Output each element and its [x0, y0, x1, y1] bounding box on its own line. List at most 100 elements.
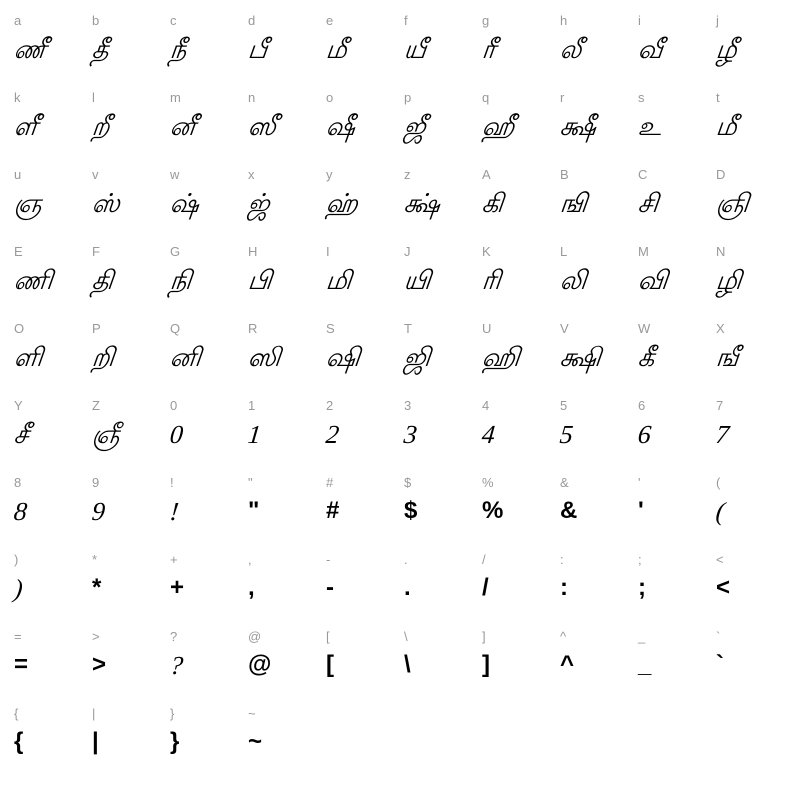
- glyph: க்ஷ்: [403, 191, 441, 217]
- glyph: ஹீ: [481, 114, 515, 140]
- glyph: ஞி: [715, 191, 749, 217]
- glyph: ழி: [715, 268, 742, 294]
- glyph: மி: [325, 268, 352, 294]
- glyph-cell: dபீ: [244, 12, 322, 89]
- glyph: றீ: [91, 114, 110, 140]
- key-label: k: [14, 91, 21, 104]
- glyph: _: [638, 653, 650, 677]
- key-label: +: [170, 553, 178, 566]
- glyph: ஸீ: [247, 114, 277, 140]
- glyph: பீ: [247, 37, 268, 63]
- glyph-cell: a ணீ: [10, 12, 88, 89]
- key-label: a: [14, 14, 21, 27]
- glyph-cell: $$: [400, 474, 478, 551]
- glyph: ணீ: [13, 37, 47, 63]
- glyph-cell: O ளி: [10, 320, 88, 397]
- glyph: 4: [481, 422, 496, 448]
- glyph: ழீ: [715, 37, 738, 63]
- key-label: O: [14, 322, 24, 335]
- glyph: }: [170, 730, 178, 754]
- glyph-cell: ++: [166, 551, 244, 628]
- glyph: தி: [91, 268, 114, 294]
- glyph-cell: Hபி: [244, 243, 322, 320]
- glyph: \: [404, 653, 410, 677]
- key-label: q: [482, 91, 489, 104]
- glyph-cell: m னீ: [166, 89, 244, 166]
- key-label: m: [170, 91, 181, 104]
- glyph: *: [92, 576, 100, 600]
- glyph: தீ: [91, 37, 110, 63]
- key-label: =: [14, 630, 22, 643]
- glyph-cell: ]]: [478, 628, 556, 705]
- glyph-cell: Tஜி: [400, 320, 478, 397]
- glyph: -: [326, 576, 333, 600]
- glyph-cell: 99: [88, 474, 166, 551]
- key-label: 8: [14, 476, 21, 489]
- key-label: h: [560, 14, 567, 27]
- key-label: D: [716, 168, 725, 181]
- glyph-cell: sஉ: [634, 89, 712, 166]
- glyph-cell: yஹ்: [322, 166, 400, 243]
- glyph-cell: %%: [478, 474, 556, 551]
- key-label: `: [716, 630, 720, 643]
- glyph-cell: [[: [322, 628, 400, 705]
- glyph-cell: gரீ: [478, 12, 556, 89]
- glyph-cell: ||: [88, 705, 166, 782]
- glyph: ணி: [13, 268, 53, 294]
- key-label: .: [404, 553, 408, 566]
- glyph: நி: [169, 268, 192, 294]
- key-label: J: [404, 245, 411, 258]
- key-label: $: [404, 476, 411, 489]
- glyph: ஷீ: [325, 114, 356, 140]
- glyph-cell: ::: [556, 551, 634, 628]
- glyph-cell: >>: [88, 628, 166, 705]
- key-label: 3: [404, 399, 411, 412]
- key-label: T: [404, 322, 412, 335]
- key-label: G: [170, 245, 180, 258]
- glyph-cell: eமீ: [322, 12, 400, 89]
- glyph-cell: ..: [400, 551, 478, 628]
- key-label: e: [326, 14, 333, 27]
- key-label: X: [716, 322, 725, 335]
- glyph: :: [560, 576, 567, 600]
- glyph: |: [92, 730, 98, 754]
- glyph: ஙி: [559, 191, 588, 217]
- key-label: ]: [482, 630, 486, 643]
- glyph: (: [715, 499, 725, 525]
- glyph: 1: [247, 422, 262, 448]
- glyph-cell: 88: [10, 474, 88, 551]
- glyph-cell: 33: [400, 397, 478, 474]
- glyph: கீ: [637, 345, 655, 371]
- glyph-cell: ^^: [556, 628, 634, 705]
- key-label: 6: [638, 399, 645, 412]
- glyph: ': [638, 499, 643, 523]
- glyph: க்ஷீ: [559, 114, 597, 140]
- glyph-cell: Vக்ஷி: [556, 320, 634, 397]
- key-label: i: [638, 14, 641, 27]
- glyph: னீ: [169, 114, 196, 140]
- glyph: மீ: [715, 114, 738, 140]
- key-label: g: [482, 14, 489, 27]
- key-label: Z: [92, 399, 100, 412]
- key-label: E: [14, 245, 23, 258]
- glyph: சி: [637, 191, 659, 217]
- glyph-cell: <<: [712, 551, 790, 628]
- key-label: t: [716, 91, 720, 104]
- glyph-cell: 00: [166, 397, 244, 474]
- glyph: ளி: [13, 345, 43, 371]
- glyph-cell: ==: [10, 628, 88, 705]
- glyph-cell: bதீ: [88, 12, 166, 89]
- glyph-cell: ~~: [244, 705, 322, 782]
- glyph: ரி: [481, 268, 501, 294]
- key-label: x: [248, 168, 255, 181]
- glyph-cell: "": [244, 474, 322, 551]
- glyph: ஞ: [13, 191, 43, 217]
- glyph-cell: xஜ்: [244, 166, 322, 243]
- glyph: ஜீ: [403, 114, 426, 140]
- glyph: ஸி: [247, 345, 281, 371]
- glyph: கி: [481, 191, 504, 217]
- glyph-cell: 55: [556, 397, 634, 474]
- key-label: S: [326, 322, 335, 335]
- key-label: ;: [638, 553, 642, 566]
- glyph: =: [14, 653, 27, 677]
